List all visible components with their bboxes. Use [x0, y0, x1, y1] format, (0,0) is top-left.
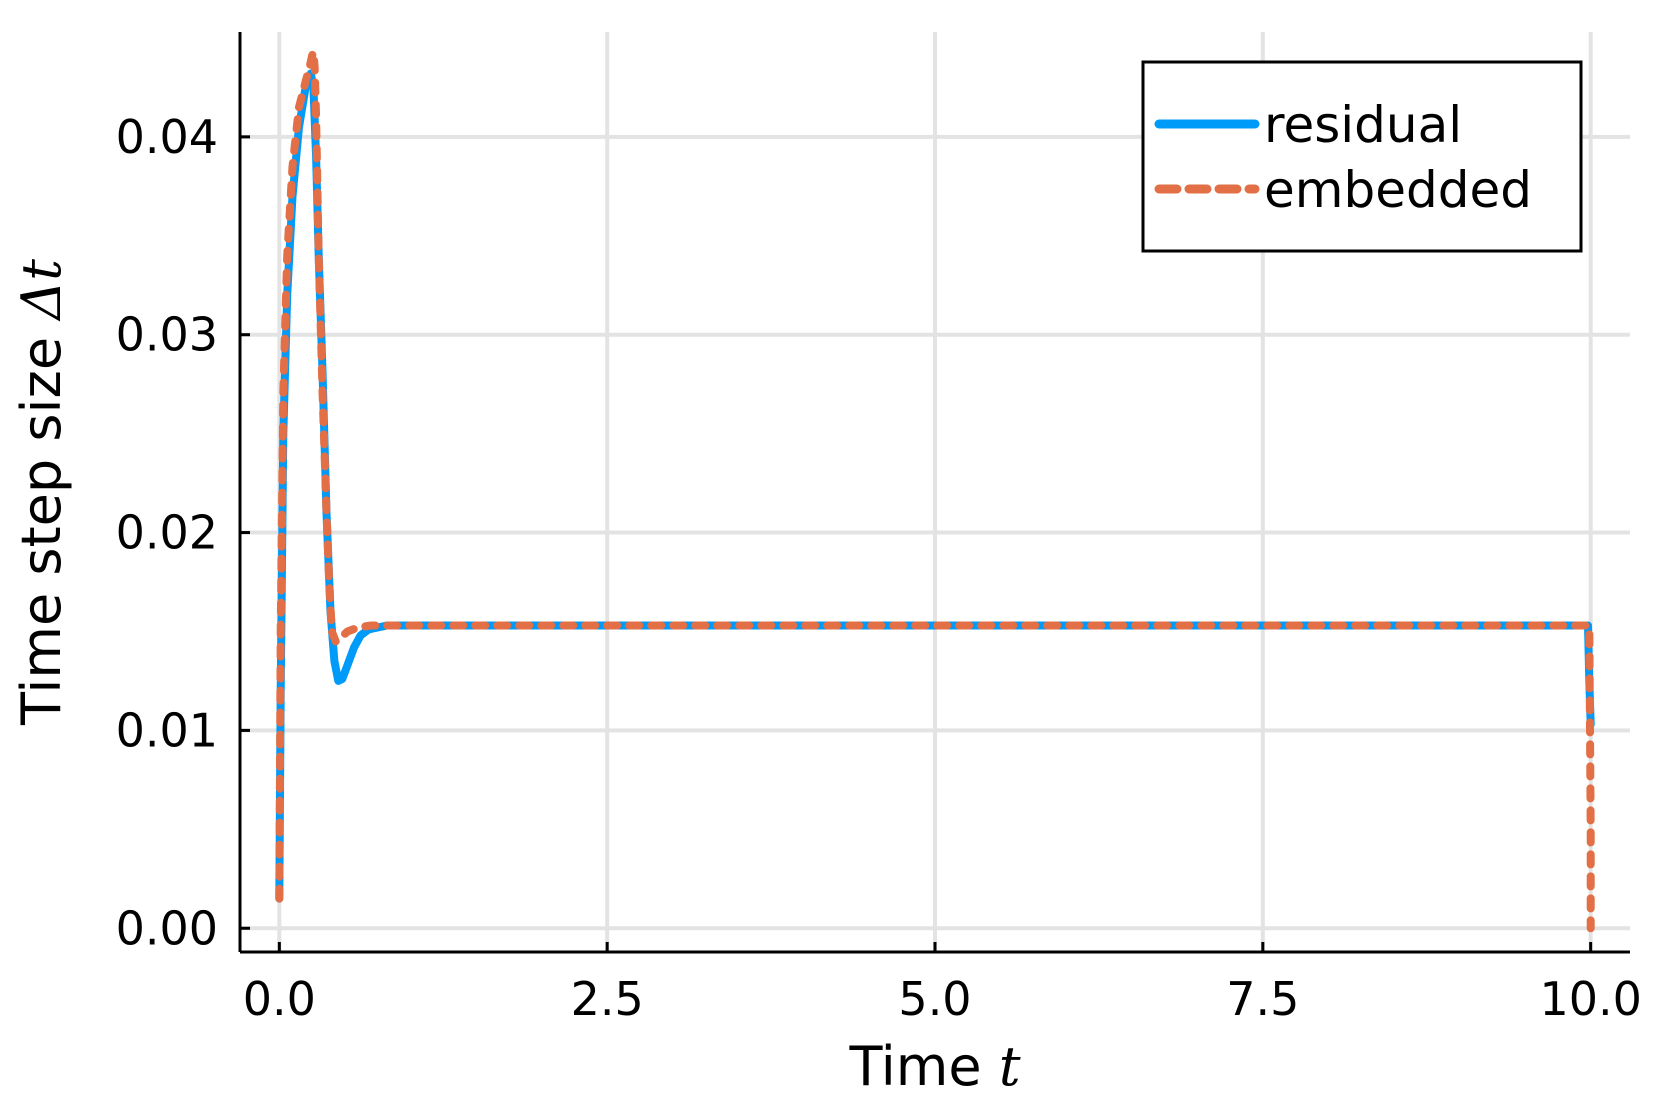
y-tick-label: 0.04 — [116, 110, 218, 164]
legend: residual embedded — [1141, 60, 1583, 253]
x-axis-title-text: Time — [848, 1035, 981, 1098]
series-layer — [275, 47, 1595, 933]
tick-labels: 0.0 2.5 5.0 7.5 10.0 0.00 0.01 0.02 0.03 0.04 — [116, 110, 1642, 1026]
x-axis-title-var: t — [999, 1035, 1021, 1098]
x-tick-label: 10.0 — [1539, 972, 1641, 1026]
y-tick-label: 0.02 — [116, 506, 218, 560]
legend-label-embedded: embedded — [1264, 161, 1532, 219]
x-tick-label: 0.0 — [243, 972, 316, 1026]
x-axis-title: Time t — [848, 1035, 1020, 1098]
y-tick-label: 0.00 — [116, 901, 218, 955]
x-tick-label: 2.5 — [571, 972, 644, 1026]
y-axis-title-var: Δt — [10, 259, 73, 322]
legend-label-residual: residual — [1264, 96, 1462, 154]
x-tick-label: 7.5 — [1226, 972, 1299, 1026]
legend-box — [1141, 60, 1583, 253]
y-axis-title-text: Time step size — [10, 337, 73, 726]
series-line-embedded — [275, 47, 1595, 933]
x-tick-label: 5.0 — [898, 972, 971, 1026]
y-tick-label: 0.03 — [116, 308, 218, 362]
y-tick-label: 0.01 — [116, 703, 218, 757]
y-axis-title: Time step size Δt — [10, 259, 73, 726]
